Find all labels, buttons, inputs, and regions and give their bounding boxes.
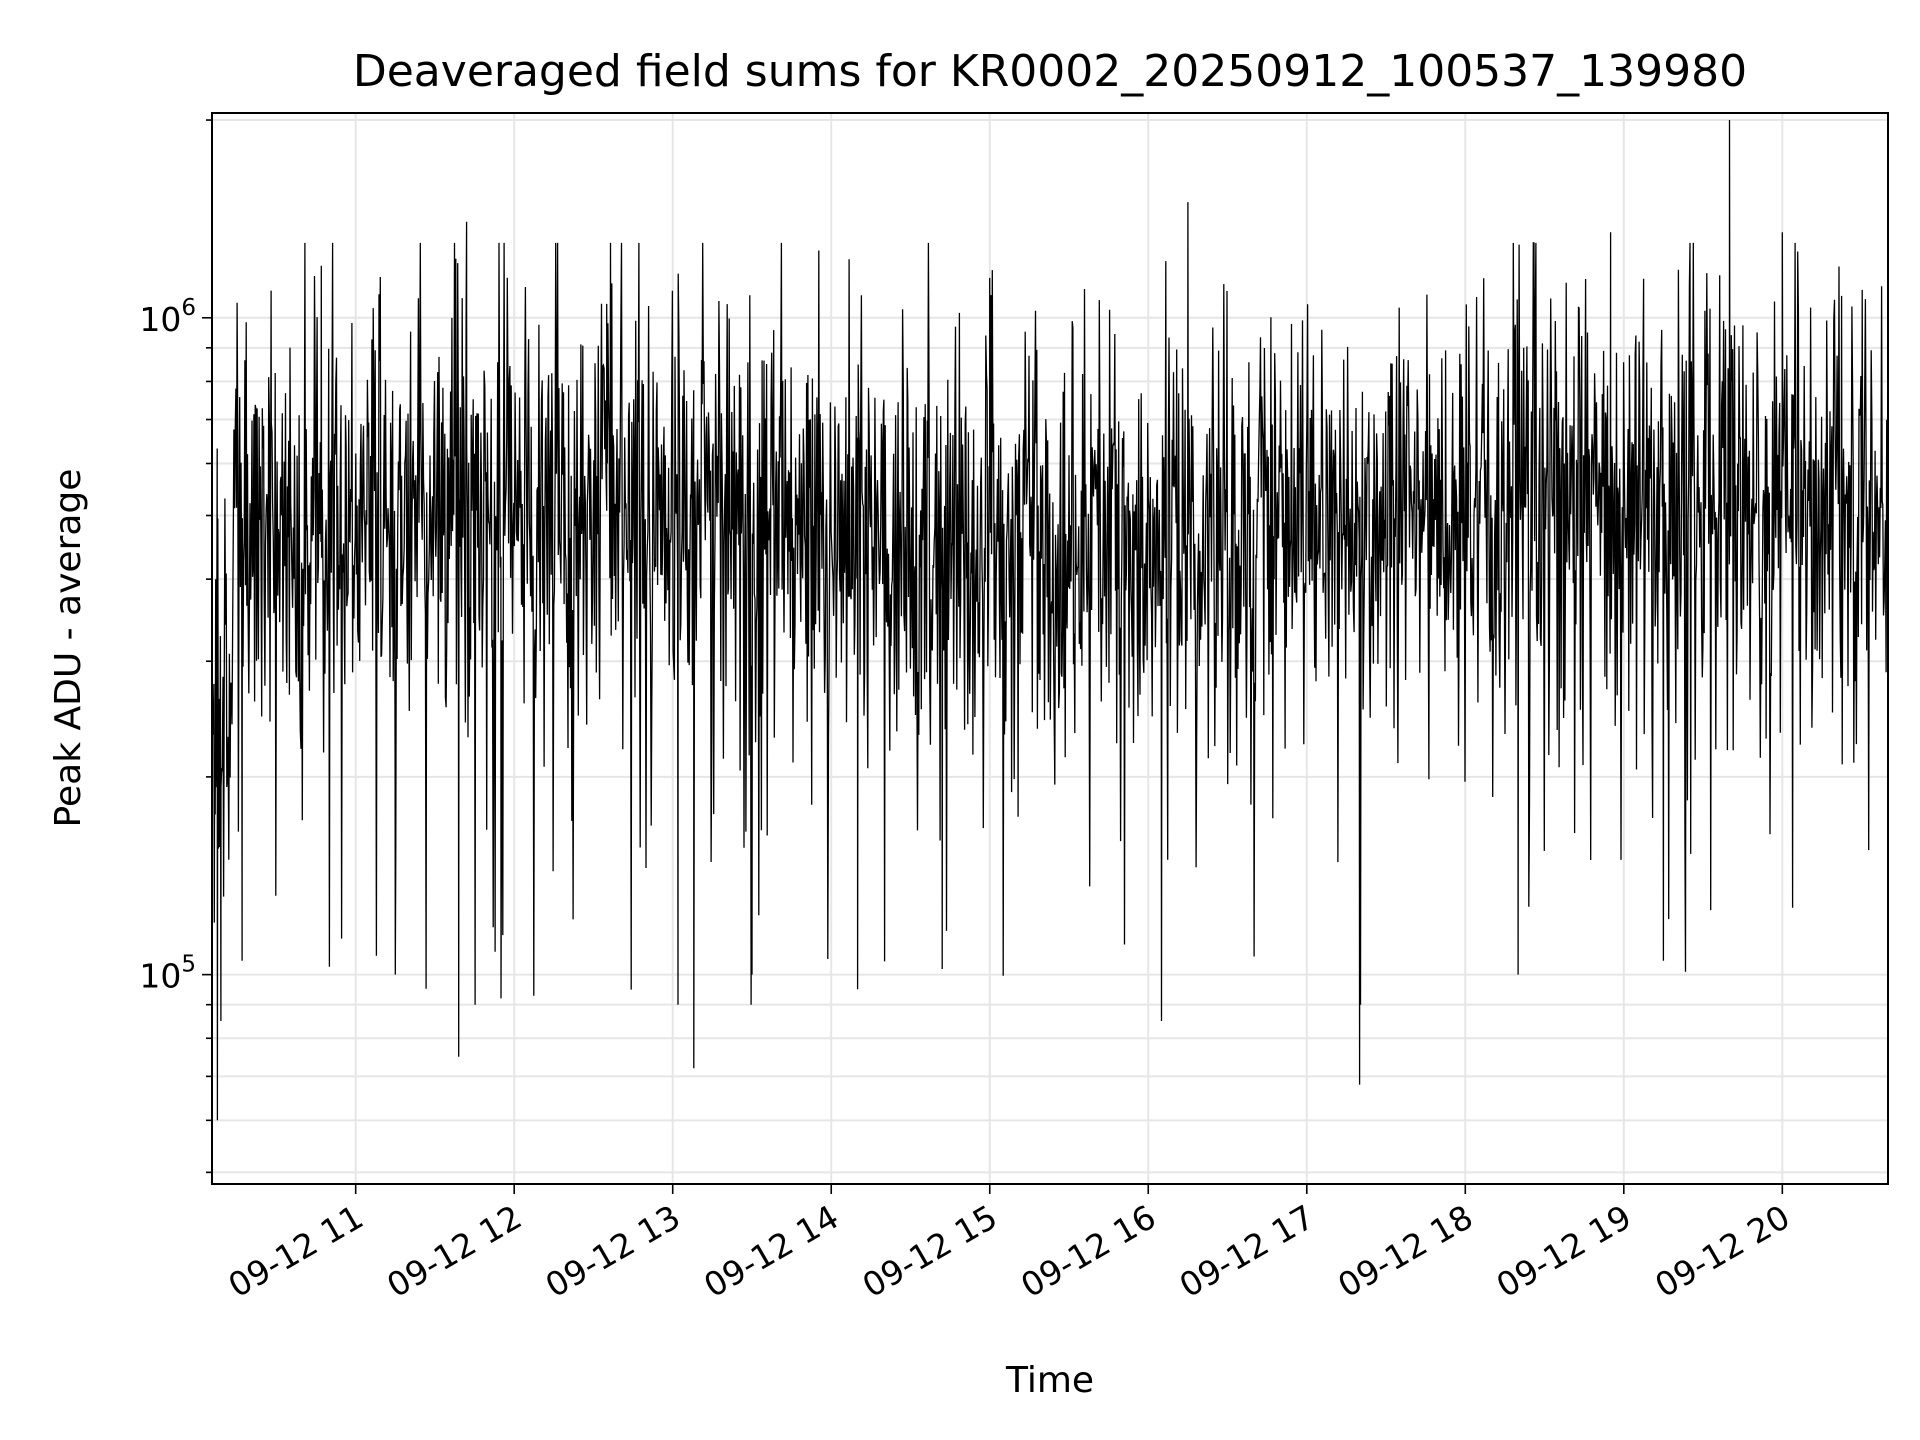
data-series-line <box>212 119 1888 1121</box>
y-tick-label: 105 <box>139 952 196 996</box>
plot-frame <box>211 112 1889 1185</box>
y-tick-label: 106 <box>139 295 196 339</box>
y-axis-label: Peak ADU - average <box>48 469 89 828</box>
x-axis-label: Time <box>1005 1360 1094 1401</box>
chart-title: Deaveraged field sums for KR0002_2025091… <box>353 46 1747 97</box>
